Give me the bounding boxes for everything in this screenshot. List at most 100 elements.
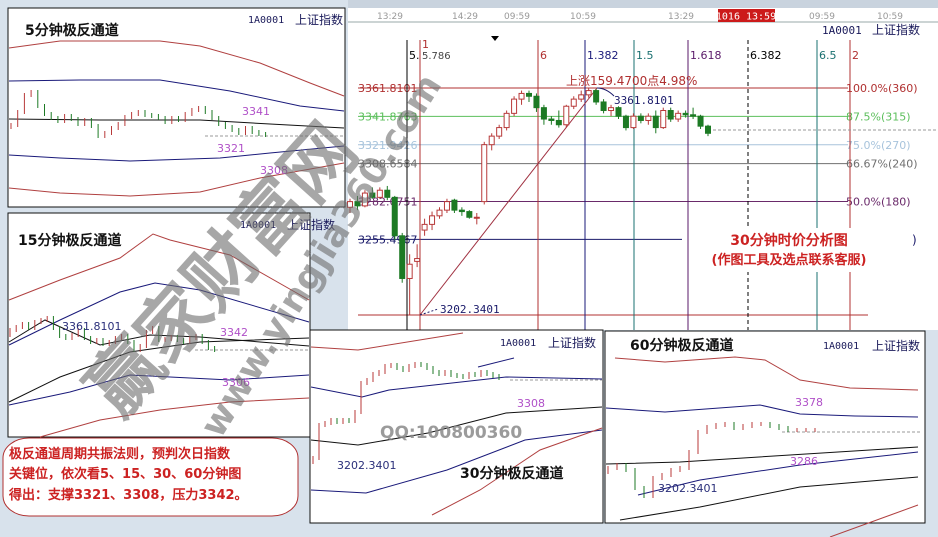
- p60-label-3286: 3286: [790, 455, 818, 468]
- panel-5min-title: 5分钟极反通道: [25, 22, 119, 39]
- panel-30min-frame: [309, 329, 604, 524]
- panel-60min-name: 上证指数: [872, 338, 920, 353]
- channel-line: [637, 451, 919, 496]
- candle-up: [645, 115, 652, 121]
- main-candles: [347, 88, 711, 316]
- panel-5min: 5分钟极反通道 1A0001 上证指数 3341 3321 3308: [7, 7, 346, 208]
- channel-line: [431, 427, 603, 516]
- fib-level-price: 3361.8101: [358, 82, 418, 95]
- channel-line: [8, 374, 310, 406]
- candle-up: [675, 112, 682, 120]
- fib-level-price: 3308.6584: [358, 158, 418, 171]
- time-tick-label: 10:59: [877, 12, 903, 22]
- p30-label-low: 3202.3401: [337, 459, 397, 472]
- fib-level-pct: 100.0%(360): [846, 82, 918, 95]
- panel-60min: 60分钟极反通道 1A0001 上证指数 3378 3286 3202.3401: [604, 330, 926, 537]
- candle-down: [600, 101, 607, 112]
- candle-down: [399, 235, 406, 279]
- candle-up: [481, 144, 488, 203]
- fib-level-price: 3341.8763: [358, 110, 418, 123]
- panel-60min-code: 1A0001: [823, 341, 859, 352]
- panel-15min: 15分钟极反通道 1A0001 上证指数 3361.8101 3342 3306: [7, 212, 335, 438]
- p5-label-3341: 3341: [242, 105, 270, 118]
- candle-down: [540, 107, 547, 120]
- channel-line: [310, 376, 603, 398]
- fib-level-pct: 75.0%(270): [846, 139, 911, 152]
- time-axis: 13:29 14:29 09:59 10:59 13:29 09:59 10:59: [377, 12, 903, 22]
- p30-label-3308: 3308: [517, 397, 545, 410]
- channel-line: [310, 332, 464, 351]
- panel-30min-name: 上证指数: [548, 335, 596, 350]
- candle-up: [347, 201, 353, 208]
- candle-up: [376, 189, 383, 198]
- channel-line: [39, 397, 310, 438]
- cursor-time-badge: [718, 9, 775, 22]
- time-tick-label: 13:29: [668, 12, 694, 22]
- fib-level-pct: 50.0%(180): [846, 196, 911, 209]
- note-box-frame: [2, 437, 299, 517]
- channel-line: [477, 357, 515, 368]
- channel-line: [829, 504, 919, 537]
- high-arc: [596, 87, 615, 97]
- main-chart: 13:29 14:29 09:59 10:59 13:29 09:59 10:59 1016…: [347, 0, 938, 330]
- channel-line: [8, 40, 345, 97]
- analysis-paren: ): [912, 233, 917, 247]
- channel-line: [614, 356, 919, 391]
- channel-line: [605, 404, 919, 418]
- fib-levels: 3361.8101 100.0%(360) 3341.8763 87.5%(315) 3…: [358, 82, 918, 316]
- channel-line: [8, 282, 310, 346]
- panel-5min-code: 1A0001: [248, 15, 284, 26]
- channel-line: [8, 79, 345, 112]
- panel-15min-title: 15分钟极反通道: [18, 232, 121, 249]
- note-line-1: 极反通道周期共振法则，预判次日指数: [9, 446, 231, 462]
- security-code: 1A0001: [822, 24, 862, 37]
- time-fib-label: 6.5: [819, 49, 837, 62]
- panel-30min-code: 1A0001: [500, 338, 536, 349]
- channel-line: [8, 233, 310, 301]
- candle-up: [660, 110, 667, 129]
- candle-up: [518, 92, 525, 100]
- candle-up: [630, 115, 637, 129]
- fib-level-pct: 66.67%(240): [846, 158, 918, 171]
- p15-label-3342: 3342: [220, 326, 248, 339]
- p5-label-3321: 3321: [217, 142, 245, 155]
- candle-up: [473, 216, 480, 219]
- time-fib-sublabel: 5.786: [422, 51, 451, 62]
- candle-down: [555, 119, 562, 126]
- time-fib-label: 2: [852, 49, 859, 62]
- candle-down: [667, 110, 674, 120]
- marker-triangle-icon: [491, 36, 499, 41]
- candle-up: [503, 112, 510, 129]
- time-fib-label: 1: [422, 38, 429, 51]
- channel-line: [605, 446, 919, 465]
- p60-label-3378: 3378: [795, 396, 823, 409]
- candle-down: [384, 189, 391, 198]
- channel-line: [8, 319, 310, 347]
- candle-down: [533, 95, 540, 109]
- time-fib-label: 6: [540, 49, 547, 62]
- candle-up: [361, 192, 368, 207]
- panel-15min-name: 上证指数: [287, 217, 335, 232]
- candle-up: [585, 90, 592, 96]
- time-fib-label: 5.: [409, 49, 420, 62]
- time-fib-label: 1.5: [636, 49, 654, 62]
- channel-line: [8, 118, 345, 129]
- candle-up: [443, 201, 450, 211]
- candle-down: [690, 114, 697, 117]
- panel-60min-title: 60分钟极反通道: [630, 337, 733, 354]
- candle-up: [429, 215, 436, 225]
- time-tick-label: 13:29: [377, 12, 403, 22]
- analysis-box: [690, 228, 912, 272]
- candle-down: [458, 209, 465, 213]
- p15-label-3306: 3306: [222, 376, 250, 389]
- candle-down: [593, 90, 600, 103]
- rise-label: 上涨159.4700点4.98%: [566, 73, 697, 88]
- candle-down: [526, 92, 532, 97]
- fib-level-price: 3255.4967: [358, 233, 418, 246]
- candle-down: [451, 199, 458, 211]
- candle-up: [511, 98, 518, 114]
- fib-level-price: 3321.9426: [358, 139, 418, 152]
- panel-15min-frame: [7, 212, 311, 438]
- time-fib-label: 6.382: [750, 49, 782, 62]
